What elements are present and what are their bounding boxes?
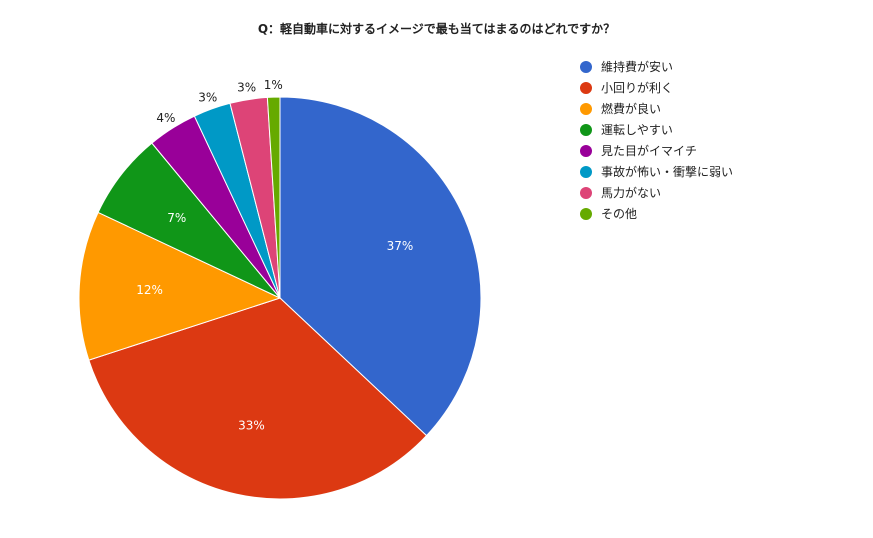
legend-swatch: [580, 81, 592, 94]
pie-slice: [279, 96, 482, 437]
legend-swatch: [580, 123, 592, 136]
pie-slice: [88, 297, 428, 500]
slice-label: 3%: [237, 81, 256, 95]
legend-swatch: [580, 186, 592, 199]
slice-label: 4%: [156, 111, 175, 125]
chart-title: Q：軽自動車に対するイメージで最も当てはまるのはどれですか？: [257, 22, 616, 36]
legend-swatch: [580, 165, 592, 178]
legend-item: 維持費が安い: [580, 56, 733, 77]
legend-label: 運転しやすい: [601, 123, 673, 137]
legend-label: その他: [601, 207, 638, 221]
slice-label: 33%: [238, 419, 265, 433]
legend-item: 小回りが利く: [580, 77, 733, 98]
pie-slice: [266, 96, 281, 299]
legend-swatch: [580, 60, 592, 73]
legend-label: 小回りが利く: [601, 81, 674, 95]
slice-label: 3%: [198, 91, 217, 105]
legend: 維持費が安い 小回りが利く 燃費が良い運転しやすい見た目がイマイチ事故が怖い・衝撃に…: [580, 56, 733, 224]
legend-item: 運転しやすい: [580, 119, 733, 140]
legend-item: その他: [580, 203, 733, 224]
legend-swatch: [580, 207, 592, 220]
legend-item: 見た目がイマイチ: [580, 140, 733, 161]
legend-label: 見た目がイマイチ: [601, 144, 698, 158]
legend-swatch: [580, 102, 592, 115]
legend-item: 燃費が良い: [580, 98, 733, 119]
pie-slice: [78, 211, 282, 361]
slice-label: 12%: [136, 283, 163, 297]
legend-label: 馬力がない: [601, 186, 662, 200]
legend-label: 燃費が良い: [601, 102, 662, 116]
slice-label: 7%: [167, 211, 186, 225]
legend-label: 維持費が安い: [601, 60, 674, 74]
legend-swatch: [580, 144, 592, 157]
legend-item: 事故が怖い・衝撃に弱い: [580, 161, 733, 182]
slice-label: 37%: [387, 239, 414, 253]
legend-item: 馬力がない: [580, 182, 733, 203]
slice-label: 1%: [264, 78, 283, 92]
legend-label: 事故が怖い・衝撃に弱い: [601, 165, 734, 179]
